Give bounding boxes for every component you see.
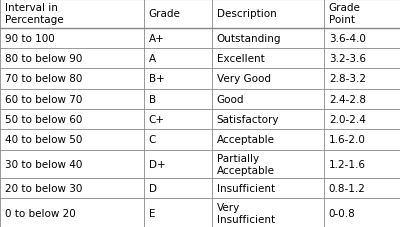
Bar: [0, 69, 400, 89]
Text: 60 to below 70: 60 to below 70: [5, 94, 82, 104]
Text: Good: Good: [217, 94, 244, 104]
Bar: [0, 0, 400, 28]
Bar: [0, 109, 400, 130]
Bar: [0, 178, 400, 199]
Text: Grade: Grade: [149, 9, 181, 19]
Text: 70 to below 80: 70 to below 80: [5, 74, 82, 84]
Bar: [0, 89, 400, 109]
Text: A+: A+: [149, 34, 164, 44]
Text: 3.2-3.6: 3.2-3.6: [329, 54, 366, 64]
Text: 40 to below 50: 40 to below 50: [5, 135, 82, 145]
Text: B+: B+: [149, 74, 164, 84]
Text: Satisfactory: Satisfactory: [217, 115, 279, 125]
Text: 3.6-4.0: 3.6-4.0: [329, 34, 366, 44]
Text: Very
Insufficient: Very Insufficient: [217, 202, 275, 224]
Text: 0 to below 20: 0 to below 20: [5, 208, 76, 218]
Text: Partially
Acceptable: Partially Acceptable: [217, 153, 275, 175]
Text: B: B: [149, 94, 156, 104]
Text: Acceptable: Acceptable: [217, 135, 275, 145]
Bar: [0, 28, 400, 49]
Text: 20 to below 30: 20 to below 30: [5, 183, 82, 193]
Text: 80 to below 90: 80 to below 90: [5, 54, 82, 64]
Text: Very Good: Very Good: [217, 74, 271, 84]
Text: 90 to 100: 90 to 100: [5, 34, 54, 44]
Text: E: E: [149, 208, 155, 218]
Text: Excellent: Excellent: [217, 54, 264, 64]
Text: 0.8-1.2: 0.8-1.2: [329, 183, 366, 193]
Text: A: A: [149, 54, 156, 64]
Text: 30 to below 40: 30 to below 40: [5, 159, 82, 169]
Text: 2.8-3.2: 2.8-3.2: [329, 74, 366, 84]
Text: 2.0-2.4: 2.0-2.4: [329, 115, 366, 125]
Text: 1.6-2.0: 1.6-2.0: [329, 135, 366, 145]
Bar: [0, 199, 400, 227]
Text: 1.2-1.6: 1.2-1.6: [329, 159, 366, 169]
Text: Description: Description: [217, 9, 276, 19]
Text: D: D: [149, 183, 157, 193]
Text: C+: C+: [149, 115, 165, 125]
Text: D+: D+: [149, 159, 166, 169]
Text: Interval in
Percentage: Interval in Percentage: [5, 3, 64, 25]
Bar: [0, 150, 400, 178]
Bar: [0, 130, 400, 150]
Text: 50 to below 60: 50 to below 60: [5, 115, 82, 125]
Text: 2.4-2.8: 2.4-2.8: [329, 94, 366, 104]
Bar: [0, 49, 400, 69]
Text: Outstanding: Outstanding: [217, 34, 281, 44]
Text: Insufficient: Insufficient: [217, 183, 275, 193]
Text: 0-0.8: 0-0.8: [329, 208, 356, 218]
Text: C: C: [149, 135, 156, 145]
Text: Grade
Point: Grade Point: [329, 3, 361, 25]
